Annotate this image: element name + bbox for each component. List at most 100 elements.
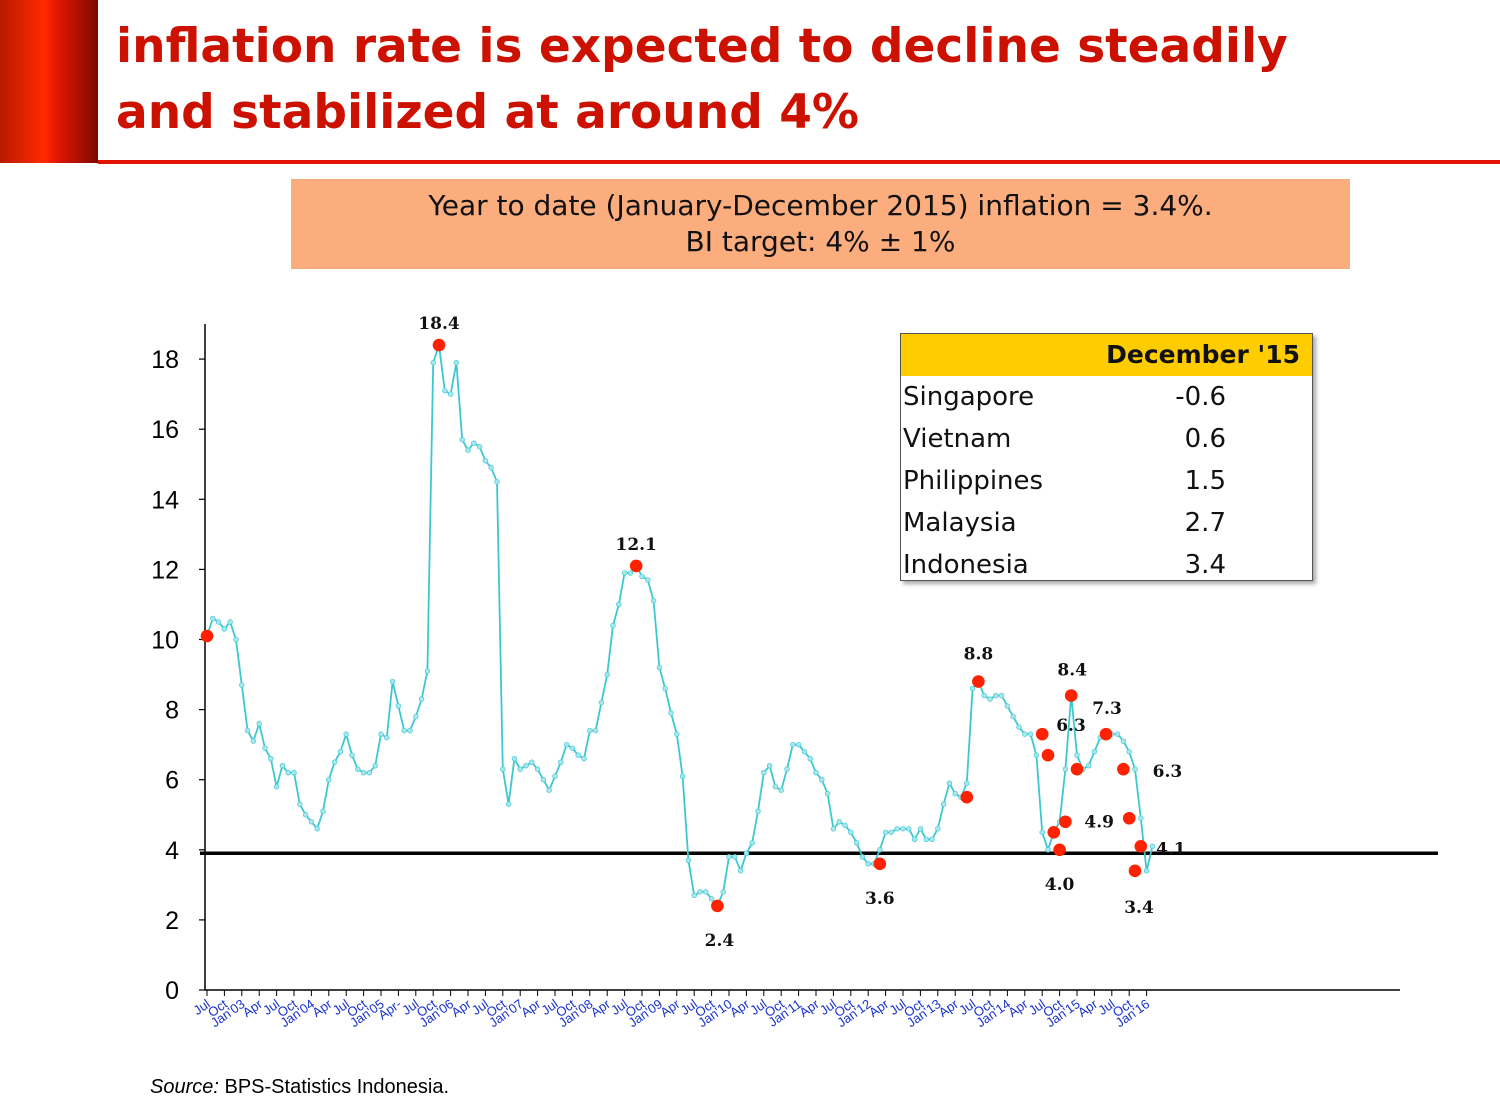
country-name: Singapore xyxy=(903,382,1035,412)
series-point xyxy=(1074,752,1080,758)
series-point xyxy=(824,791,831,797)
series-point xyxy=(250,738,257,744)
series-point xyxy=(842,822,848,828)
series-point xyxy=(378,731,384,737)
series-point xyxy=(894,826,900,832)
series-point xyxy=(407,727,413,734)
series-point xyxy=(679,773,686,779)
series-point xyxy=(494,479,500,485)
y-tick-label: 0 xyxy=(165,977,179,1005)
series-point xyxy=(616,601,622,608)
series-point xyxy=(529,759,535,765)
series-point xyxy=(459,437,465,443)
series-point xyxy=(708,896,715,902)
point-label: 4.0 xyxy=(1045,875,1075,895)
highlight-point xyxy=(711,899,724,913)
series-point xyxy=(801,748,808,755)
series-point xyxy=(413,713,419,720)
series-point xyxy=(1004,703,1011,709)
point-label: 4.1 xyxy=(1156,839,1186,859)
series-point xyxy=(720,889,726,895)
note-line-1: Year to date (January-December 2015) inf… xyxy=(428,189,1213,222)
series-point xyxy=(795,741,802,748)
series-point xyxy=(848,829,854,835)
series-point xyxy=(749,840,755,846)
series-point xyxy=(668,710,674,716)
note-line-2: BI target: 4% ± 1% xyxy=(685,225,956,258)
series-point xyxy=(935,826,941,832)
series-point xyxy=(424,668,431,674)
series-point xyxy=(372,762,378,769)
highlight-point xyxy=(960,790,974,804)
y-tick-label: 10 xyxy=(151,627,179,655)
source-note: Source: BPS-Statistics Indonesia. xyxy=(150,1076,449,1099)
series-point xyxy=(940,801,947,807)
series-point xyxy=(331,759,338,765)
series-point xyxy=(418,696,425,702)
asean-comparison-table: December '15 Singapore -0.6 Vietnam 0.6 Ph… xyxy=(900,333,1313,581)
series-point xyxy=(471,440,477,446)
series-point xyxy=(662,685,668,692)
series-point xyxy=(923,836,929,842)
y-tick-label: 18 xyxy=(151,346,179,374)
inflation-line-chart: 024681012141618JulOctJan'03AprJulOctJan'… xyxy=(151,314,1438,1030)
series-point xyxy=(703,889,709,895)
country-name: Indonesia xyxy=(903,550,1029,580)
series-point xyxy=(819,777,825,783)
series-point xyxy=(233,636,239,643)
series-point xyxy=(1022,731,1028,737)
series-point xyxy=(563,741,570,748)
series-point xyxy=(534,766,541,772)
series-point xyxy=(621,570,628,576)
series-point xyxy=(221,626,228,632)
highlight-point xyxy=(629,559,643,573)
series-point xyxy=(865,861,871,867)
highlight-point xyxy=(1122,811,1136,825)
country-value: 1.5 xyxy=(1184,466,1226,496)
source-text: BPS-Statistics Indonesia. xyxy=(218,1076,450,1098)
highlight-point xyxy=(1117,762,1130,776)
series-point xyxy=(442,387,448,394)
series-point xyxy=(807,755,813,762)
title-divider xyxy=(98,160,1500,164)
series-point xyxy=(1114,731,1121,737)
series-point xyxy=(343,731,349,737)
series-point xyxy=(337,748,344,755)
point-label: 3.4 xyxy=(1124,898,1154,918)
series-point xyxy=(674,731,680,737)
series-point xyxy=(389,678,396,685)
series-point xyxy=(1091,748,1098,755)
series-point xyxy=(1143,868,1150,874)
series-point xyxy=(946,780,953,786)
series-point xyxy=(244,727,251,734)
series-point xyxy=(929,836,935,842)
series-point xyxy=(273,784,280,790)
series-point xyxy=(697,889,703,895)
series-point xyxy=(592,727,599,734)
highlight-point xyxy=(1070,762,1084,776)
series-point xyxy=(308,819,315,825)
series-point xyxy=(772,784,779,790)
country-name: Vietnam xyxy=(903,424,1012,454)
source-label: Source: xyxy=(150,1076,219,1098)
series-point xyxy=(993,692,999,699)
series-point xyxy=(1126,748,1132,755)
series-point xyxy=(268,755,274,762)
series-point xyxy=(256,720,262,727)
country-name: Malaysia xyxy=(903,508,1017,538)
point-label: 7.3 xyxy=(1092,699,1122,719)
point-label: 6.3 xyxy=(1153,762,1183,782)
highlight-point xyxy=(873,857,887,871)
highlighted-points: 18.4 12.1 2.4 3.6 8.8 4.0 8.4 6.3 7.3 6.3 4.9 3.4 4.… xyxy=(200,314,1186,951)
slide-title: inflation rate is expected to decline st… xyxy=(116,14,1486,146)
series-point xyxy=(755,808,761,814)
series-point xyxy=(505,801,512,807)
series-point xyxy=(761,769,767,776)
y-tick-label: 6 xyxy=(165,767,179,795)
series-point xyxy=(569,745,576,751)
series-point xyxy=(1016,724,1022,730)
series-point xyxy=(476,444,483,450)
series-point xyxy=(1138,815,1144,821)
inflation-note-box: Year to date (January-December 2015) inf… xyxy=(291,179,1350,269)
comparison-row: Singapore -0.6 xyxy=(901,376,1312,418)
